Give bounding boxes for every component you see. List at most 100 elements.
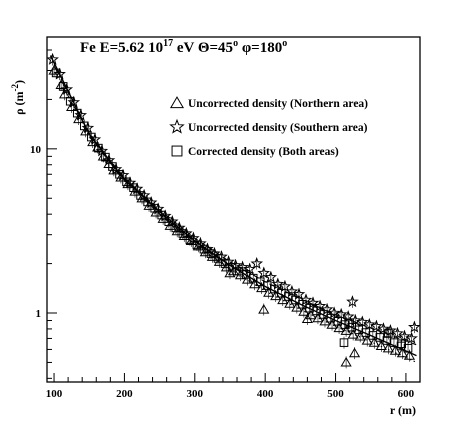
legend-triangle-marker	[169, 96, 185, 109]
y-tick-label: 1	[36, 308, 42, 320]
star-point	[398, 329, 411, 342]
square-point	[150, 203, 159, 213]
triangle-point	[375, 340, 387, 351]
star-point	[405, 331, 418, 344]
triangle-point	[298, 306, 310, 316]
square-point	[108, 162, 117, 171]
square-point	[345, 318, 354, 328]
legend: Uncorrected density (Northern area) Unco…	[169, 96, 368, 158]
y-tick-label: 10	[30, 144, 42, 156]
legend-marker-square	[171, 145, 183, 157]
x-axis-label: r (m)	[390, 403, 416, 417]
star-point	[377, 322, 390, 335]
plot-border	[46, 36, 421, 383]
triangle-point	[241, 274, 254, 284]
y-axis-label-close: )	[12, 80, 26, 84]
x-tick-label: 400	[257, 388, 274, 400]
square-point	[333, 317, 342, 326]
triangle-point	[284, 298, 296, 308]
triangle-point	[319, 315, 331, 326]
square-point	[65, 96, 75, 106]
square-point	[326, 313, 335, 323]
chart-title-exp: 17	[163, 38, 173, 49]
star-point	[250, 256, 264, 269]
square-point	[339, 338, 349, 347]
chart-title-theta: eV Θ=45	[173, 40, 233, 56]
triangle-point	[326, 319, 338, 329]
star-point	[355, 315, 369, 328]
square-point	[164, 217, 174, 226]
triangle-point	[301, 313, 313, 324]
star-point	[363, 317, 376, 330]
triangle-point	[403, 350, 416, 360]
triangle-point	[270, 290, 282, 301]
y-axis-label: ρ (m-2)	[10, 80, 26, 115]
square-point	[234, 266, 244, 276]
square-point	[213, 254, 223, 263]
triangle-point	[256, 282, 268, 293]
triangle-point	[291, 302, 303, 312]
triangle-point	[340, 356, 352, 367]
chart-title-phi: φ=180	[238, 40, 282, 56]
square-point	[129, 183, 138, 192]
triangle-point	[249, 278, 261, 289]
star-point	[384, 324, 397, 337]
square-point	[305, 303, 314, 313]
star-point	[391, 326, 404, 339]
plot-frame	[46, 36, 421, 383]
y-axis-label-exp: -2	[10, 84, 20, 92]
square-point	[185, 235, 195, 244]
triangle-point	[382, 342, 394, 353]
star-point	[278, 279, 292, 292]
star-point	[46, 52, 59, 65]
legend-square-marker	[171, 145, 183, 157]
chart-title-theta-deg: o	[233, 38, 238, 49]
square-point	[368, 331, 378, 340]
square-point	[361, 328, 371, 337]
star-point	[257, 266, 271, 279]
triangle-point	[348, 347, 361, 358]
star-point	[334, 307, 348, 320]
axis-ticks: 100 200 300 400 500 600 1 10	[30, 49, 421, 400]
square-point	[101, 152, 110, 162]
square-point	[157, 210, 167, 220]
star-point	[370, 319, 383, 332]
square-point	[87, 132, 96, 142]
triangle-point	[258, 304, 270, 314]
triangle-point	[92, 141, 104, 152]
legend-star-marker	[169, 118, 185, 134]
triangle-point	[340, 325, 352, 335]
square-point	[143, 197, 152, 207]
legend-label-southern: Uncorrected density (Southern area)	[188, 122, 368, 134]
triangle-point	[312, 312, 324, 323]
chart-title-phi-deg: o	[282, 38, 287, 49]
square-point	[51, 68, 61, 78]
square-point	[375, 333, 385, 342]
star-point	[264, 270, 278, 283]
square-point	[136, 191, 145, 200]
star-point	[346, 295, 359, 308]
triangle-point	[361, 335, 373, 345]
square-point	[403, 343, 413, 353]
legend-label-corrected: Corrected density (Both areas)	[188, 146, 339, 158]
triangle-point	[396, 347, 409, 358]
square-point	[115, 169, 124, 179]
legend-marker-triangle	[169, 96, 185, 109]
chart-title-prefix: Fe E=5.62 10	[80, 40, 163, 56]
triangle-point	[333, 322, 345, 333]
x-tick-label: 200	[116, 388, 133, 400]
square-point	[384, 329, 393, 338]
star-point	[408, 320, 421, 333]
x-tick-label: 300	[187, 388, 204, 400]
square-point	[354, 325, 364, 335]
square-point	[58, 82, 68, 91]
x-tick-label: 600	[398, 388, 415, 400]
square-point	[396, 341, 406, 351]
square-point	[397, 339, 407, 349]
square-point	[72, 108, 82, 118]
data-points	[46, 52, 421, 369]
legend-label-northern: Uncorrected density (Northern area)	[188, 98, 368, 110]
triangle-point	[368, 337, 380, 347]
triangle-point	[263, 287, 275, 297]
